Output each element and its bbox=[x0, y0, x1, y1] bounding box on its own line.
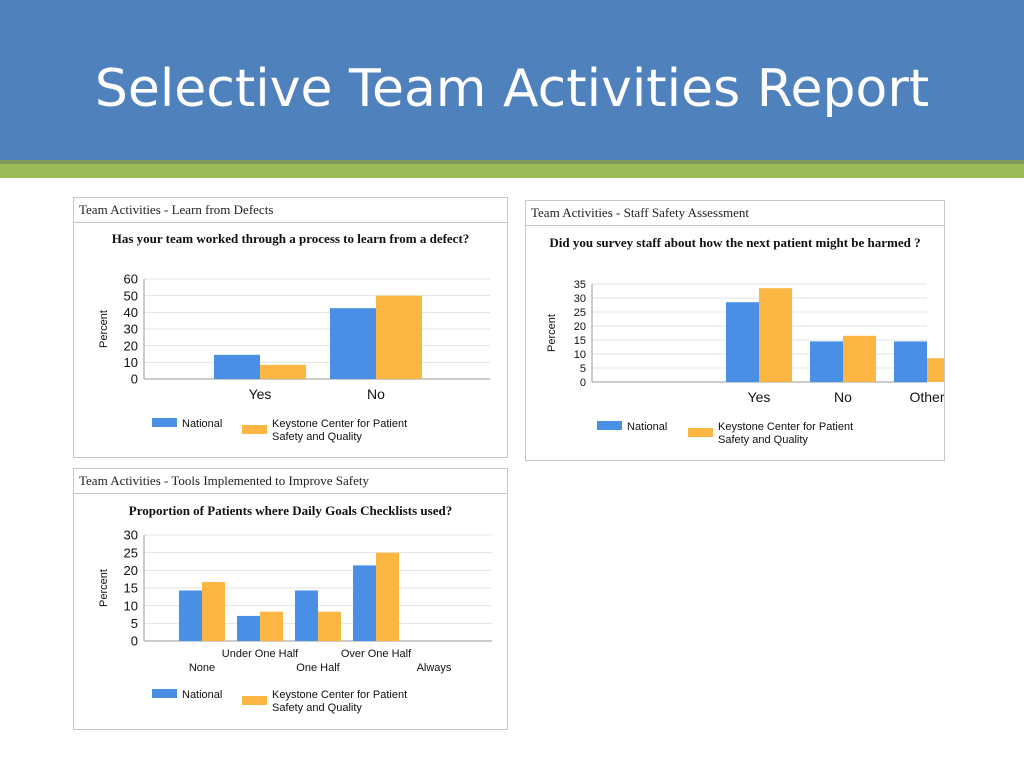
y-tick-label: 30 bbox=[574, 293, 586, 305]
legend-label-keystone: Keystone Center for Patient bbox=[718, 421, 853, 433]
category-label: Over One Half bbox=[341, 648, 412, 660]
y-tick-label: 10 bbox=[124, 355, 138, 370]
legend-label-national: National bbox=[627, 421, 667, 433]
y-tick-label: 30 bbox=[124, 528, 138, 543]
slide-header: Selective Team Activities Report bbox=[0, 0, 1024, 160]
bar-keystone bbox=[260, 364, 306, 379]
bar-national bbox=[894, 341, 927, 382]
y-axis-label: Percent bbox=[98, 569, 110, 607]
bar-keystone bbox=[260, 611, 283, 641]
y-tick-label: 30 bbox=[124, 322, 138, 337]
y-tick-label: 20 bbox=[574, 321, 586, 333]
y-tick-label: 20 bbox=[124, 338, 138, 353]
bar-keystone bbox=[376, 295, 422, 379]
bar-national bbox=[810, 341, 843, 382]
chart-question: Has your team worked through a process t… bbox=[111, 231, 470, 246]
legend-swatch-national bbox=[597, 421, 622, 430]
bar-national bbox=[353, 565, 376, 641]
y-tick-label: 40 bbox=[124, 305, 138, 320]
y-tick-label: 35 bbox=[574, 279, 586, 291]
bar-national bbox=[237, 615, 260, 641]
y-tick-label: 50 bbox=[124, 288, 138, 303]
category-label: No bbox=[367, 386, 385, 402]
legend-label-keystone-line2: Safety and Quality bbox=[272, 702, 362, 714]
legend-swatch-keystone bbox=[242, 425, 267, 434]
bar-keystone bbox=[376, 552, 399, 641]
bar-national bbox=[179, 590, 202, 641]
bar-keystone bbox=[927, 358, 944, 382]
slide-title: Selective Team Activities Report bbox=[94, 59, 930, 119]
bar-keystone bbox=[318, 611, 341, 641]
y-tick-label: 60 bbox=[124, 272, 138, 287]
bar-keystone bbox=[202, 581, 225, 641]
chart-question: Proportion of Patients where Daily Goals… bbox=[128, 503, 453, 518]
y-tick-label: 20 bbox=[124, 563, 138, 578]
category-label: Yes bbox=[249, 386, 272, 402]
legend-swatch-national bbox=[152, 418, 177, 427]
y-tick-label: 25 bbox=[124, 545, 138, 560]
category-label: Always bbox=[417, 662, 452, 674]
y-axis-label: Percent bbox=[98, 310, 110, 348]
y-tick-label: 10 bbox=[574, 349, 586, 361]
panel-title: Team Activities - Staff Safety Assessmen… bbox=[526, 201, 944, 226]
chart-panel-tools-implemented: Team Activities - Tools Implemented to I… bbox=[73, 468, 508, 730]
header-divider bbox=[0, 160, 1024, 164]
legend-label-keystone-line2: Safety and Quality bbox=[272, 431, 362, 443]
panel-title: Team Activities - Learn from Defects bbox=[74, 198, 507, 223]
legend-swatch-national bbox=[152, 689, 177, 698]
bar-keystone bbox=[843, 335, 876, 382]
y-tick-label: 0 bbox=[580, 377, 586, 389]
bar-national bbox=[295, 590, 318, 641]
legend-label-national: National bbox=[182, 418, 222, 430]
chart-staff-safety-assessment: 0 5 10 15 20 25 30 35 Percent Yes No Other National K… bbox=[546, 279, 944, 446]
category-label: One Half bbox=[296, 662, 340, 674]
y-tick-label: 5 bbox=[131, 616, 138, 631]
y-tick-label: 15 bbox=[574, 335, 586, 347]
category-label: None bbox=[189, 662, 215, 674]
legend-label-keystone: Keystone Center for Patient bbox=[272, 689, 407, 701]
legend-label-keystone-line2: Safety and Quality bbox=[718, 434, 808, 446]
y-axis-label: Percent bbox=[546, 314, 558, 352]
chart-question: Did you survey staff about how the next … bbox=[549, 235, 921, 250]
bar-keystone bbox=[759, 288, 792, 382]
y-tick-label: 15 bbox=[124, 581, 138, 596]
category-label: Yes bbox=[748, 389, 771, 405]
header-accent-bar bbox=[0, 164, 1024, 178]
legend-label-keystone: Keystone Center for Patient bbox=[272, 418, 407, 430]
bar-national bbox=[214, 354, 260, 379]
bar-national bbox=[330, 308, 376, 379]
legend-label-national: National bbox=[182, 689, 222, 701]
y-tick-label: 10 bbox=[124, 598, 138, 613]
category-label: Other bbox=[909, 389, 944, 405]
legend-swatch-keystone bbox=[242, 696, 267, 705]
panel-title: Team Activities - Tools Implemented to I… bbox=[74, 469, 507, 494]
y-tick-label: 25 bbox=[574, 307, 586, 319]
y-tick-label: 5 bbox=[580, 363, 586, 375]
chart-panel-learn-from-defects: Team Activities - Learn from Defects Has… bbox=[73, 197, 508, 458]
category-label: Under One Half bbox=[222, 648, 299, 660]
y-tick-label: 0 bbox=[131, 372, 138, 387]
chart-panel-staff-safety-assessment: Team Activities - Staff Safety Assessmen… bbox=[525, 200, 945, 461]
chart-tools-implemented: 0 5 10 15 20 25 30 Percent None Under One Half One… bbox=[98, 528, 492, 714]
legend-swatch-keystone bbox=[688, 428, 713, 437]
y-tick-label: 0 bbox=[131, 634, 138, 649]
bar-national bbox=[726, 302, 759, 382]
category-label: No bbox=[834, 389, 852, 405]
